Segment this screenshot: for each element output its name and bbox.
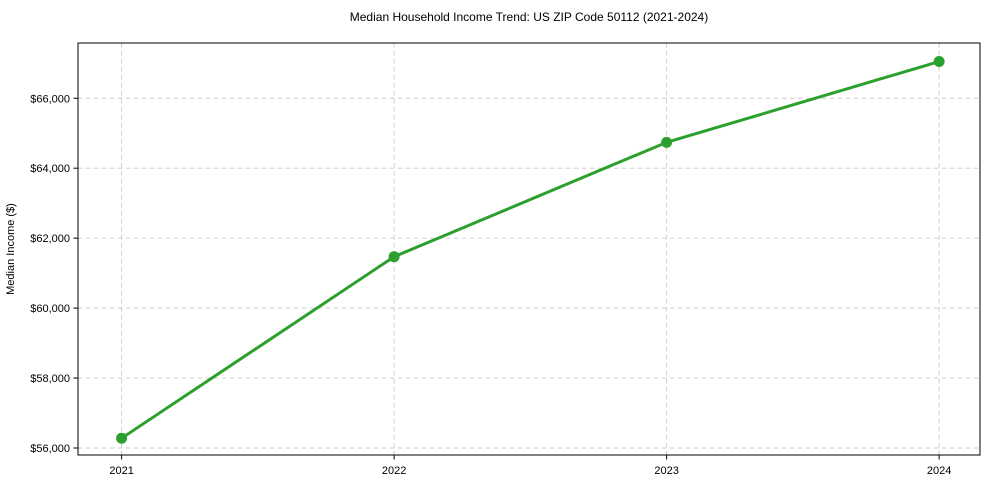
y-tick-label: $62,000 xyxy=(30,233,70,245)
trend-line xyxy=(120,60,941,440)
x-tick-label: 2022 xyxy=(382,465,406,477)
y-tick-label: $60,000 xyxy=(30,303,70,315)
x-tick-label: 2024 xyxy=(927,465,951,477)
chart-title: Median Household Income Trend: US ZIP Co… xyxy=(350,10,708,24)
y-tick-label: $58,000 xyxy=(30,373,70,385)
data-point-marker xyxy=(388,251,400,263)
data-point-marker xyxy=(661,136,673,148)
data-point-marker xyxy=(116,432,128,444)
x-tick-label: 2023 xyxy=(654,465,678,477)
y-tick-label: $66,000 xyxy=(30,93,70,105)
y-tick-label: $64,000 xyxy=(30,163,70,175)
y-axis-label: Median Income ($) xyxy=(5,203,17,295)
data-point-marker xyxy=(933,56,945,68)
plot-border xyxy=(77,42,981,456)
y-tick-label: $56,000 xyxy=(30,443,70,455)
x-tick-label: 2021 xyxy=(109,465,133,477)
